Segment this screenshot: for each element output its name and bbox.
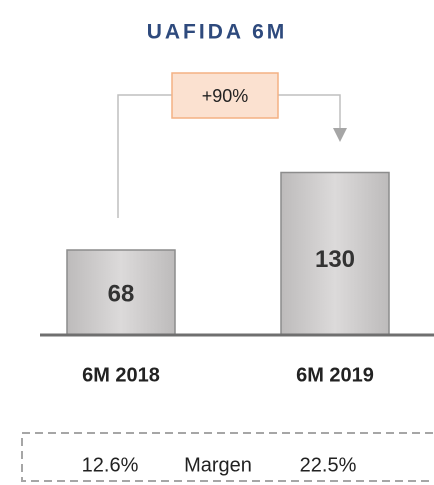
annotation-box — [171, 72, 279, 119]
bar — [66, 249, 176, 336]
x-tick-label: 6M 2019 — [296, 364, 374, 386]
margin-box — [21, 432, 434, 482]
arrow-head — [333, 128, 347, 142]
margin-value: 22.5% — [300, 454, 357, 476]
x-tick-label: 6M 2018 — [82, 364, 160, 386]
annotation: +90% — [202, 86, 249, 106]
chart-title: UAFIDA 6M — [147, 21, 288, 44]
data-label: 130 — [315, 246, 355, 273]
bar — [280, 171, 390, 336]
margin-value: 12.6% — [82, 454, 139, 476]
data-label: 68 — [108, 280, 135, 307]
margin-label: Margen — [184, 454, 252, 476]
